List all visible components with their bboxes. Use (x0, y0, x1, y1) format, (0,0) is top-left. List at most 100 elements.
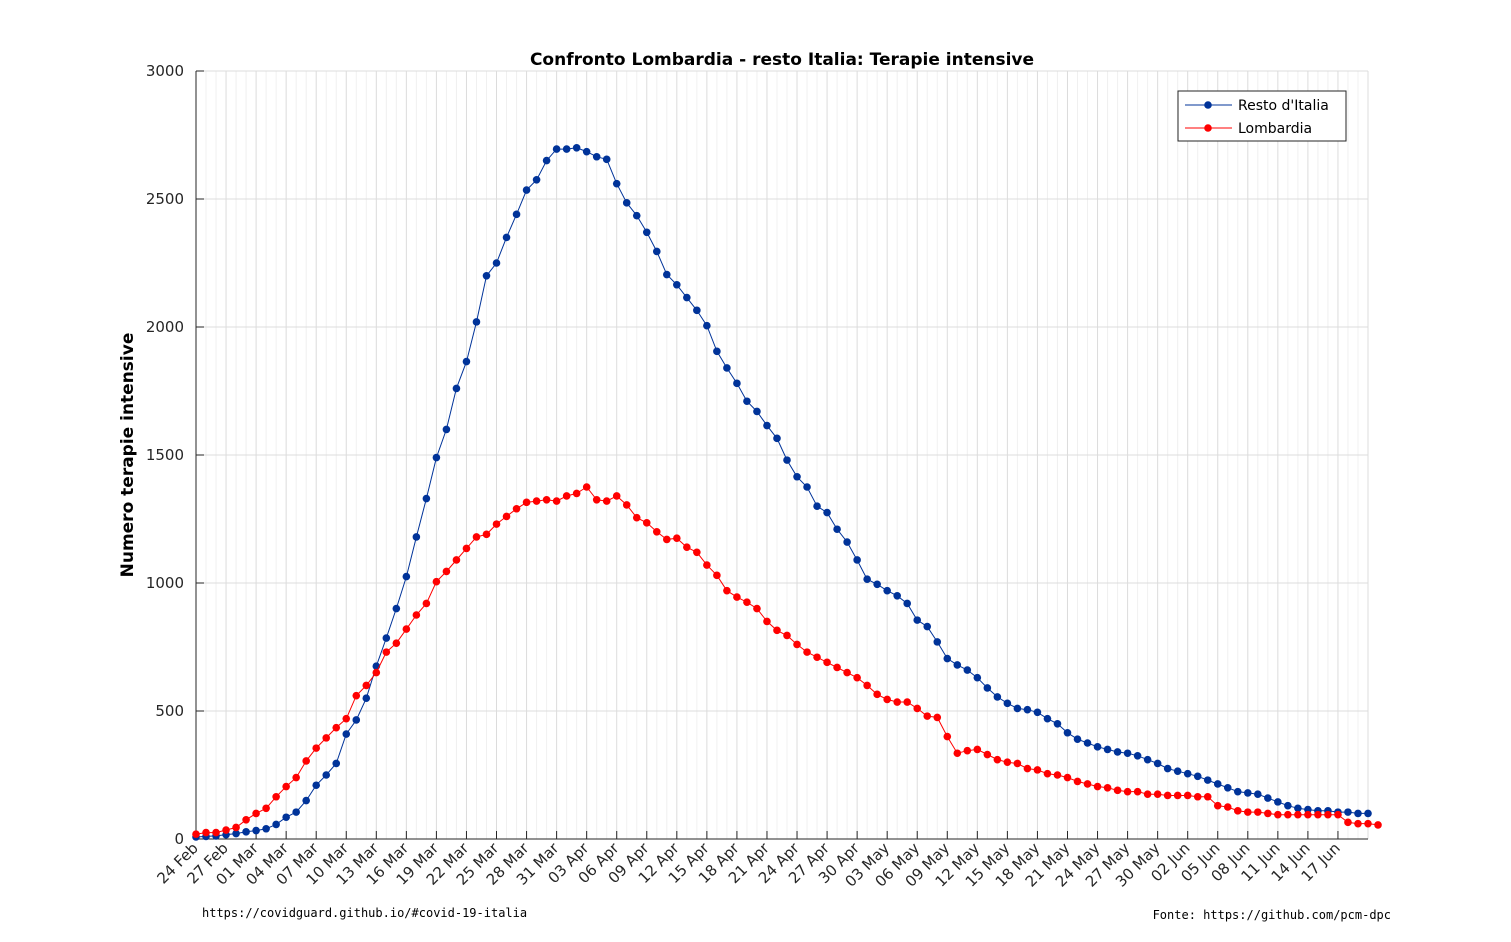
data-point (402, 625, 411, 633)
data-point (883, 695, 891, 704)
data-point (442, 425, 451, 434)
data-point (933, 713, 942, 722)
data-point (1103, 784, 1112, 792)
data-point (943, 654, 952, 663)
data-point (412, 611, 421, 619)
data-point (983, 750, 992, 759)
data-point (342, 714, 351, 723)
data-point (1294, 804, 1302, 813)
data-point (1033, 766, 1042, 774)
data-point (422, 494, 431, 503)
data-point (382, 648, 391, 656)
data-point (753, 407, 761, 416)
data-point (873, 580, 881, 589)
data-point (622, 199, 631, 207)
data-point (1223, 803, 1232, 811)
data-point (612, 492, 621, 500)
data-point (1163, 791, 1172, 800)
data-point (743, 598, 751, 606)
data-point (1103, 745, 1112, 754)
data-point (1223, 784, 1232, 792)
data-point (212, 828, 220, 837)
data-point (1284, 810, 1292, 819)
data-point (1233, 807, 1242, 815)
data-point (602, 155, 611, 164)
data-point (843, 668, 851, 677)
data-point (813, 502, 821, 511)
data-point (522, 498, 531, 507)
data-point (262, 804, 270, 813)
data-point (392, 604, 401, 613)
chart-title: Confronto Lombardia - resto Italia: Tera… (530, 50, 1034, 70)
data-point (873, 690, 881, 699)
data-point (622, 501, 631, 509)
data-point (512, 210, 521, 219)
data-point (913, 704, 922, 713)
series-lombardia (192, 483, 1382, 838)
data-point (953, 749, 962, 758)
data-point (693, 306, 701, 315)
data-point (652, 528, 661, 536)
legend-marker (1204, 101, 1212, 109)
data-point (292, 808, 300, 816)
data-point (382, 634, 391, 642)
data-point (432, 577, 441, 586)
data-point (562, 492, 571, 500)
data-point (602, 497, 611, 505)
data-point (352, 716, 361, 724)
data-point (642, 228, 651, 237)
data-point (302, 757, 310, 765)
data-point (673, 534, 681, 542)
data-point (803, 648, 811, 656)
data-point (432, 453, 441, 462)
data-point (753, 604, 761, 613)
data-point (552, 145, 561, 153)
data-point (1043, 769, 1052, 778)
data-point (462, 357, 471, 366)
data-point (1304, 810, 1312, 819)
data-point (1334, 810, 1342, 819)
data-point (733, 379, 741, 388)
data-point (713, 347, 721, 356)
data-point (1324, 810, 1332, 819)
data-point (1314, 810, 1322, 819)
data-point (322, 771, 331, 779)
data-point (592, 152, 601, 161)
data-point (833, 525, 841, 534)
data-point (963, 746, 972, 755)
data-point (1364, 819, 1372, 828)
data-point (292, 773, 300, 782)
data-point (1344, 818, 1352, 827)
data-point (1233, 787, 1242, 796)
data-point (1254, 790, 1262, 798)
grid (195, 70, 1369, 840)
data-point (973, 745, 982, 754)
data-point (342, 730, 351, 738)
data-point (1063, 773, 1072, 782)
data-point (893, 592, 901, 600)
data-point (903, 698, 912, 706)
series-resto-d-italia (192, 144, 1372, 841)
data-point (612, 179, 621, 188)
data-point (312, 744, 321, 752)
data-point (663, 270, 671, 279)
data-point (272, 820, 280, 829)
data-point (1193, 792, 1202, 801)
data-point (1023, 705, 1032, 714)
data-point (352, 691, 361, 700)
data-point (642, 519, 651, 527)
data-point (783, 456, 791, 464)
data-point (512, 504, 521, 513)
data-point (993, 693, 1002, 701)
data-point (1193, 772, 1202, 781)
data-point (833, 663, 841, 672)
data-point (1093, 743, 1102, 751)
data-point (663, 535, 671, 544)
data-point (522, 186, 531, 194)
data-point (1274, 798, 1282, 806)
data-point (502, 233, 511, 242)
data-point (1133, 787, 1142, 796)
data-point (322, 734, 331, 742)
data-point (1073, 777, 1082, 786)
legend-marker (1204, 124, 1212, 132)
